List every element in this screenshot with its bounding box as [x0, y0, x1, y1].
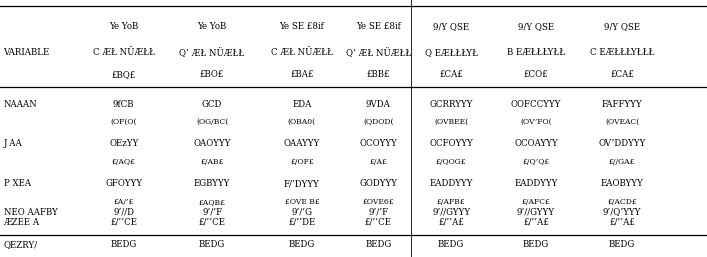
Text: GCD: GCD — [202, 99, 222, 109]
Text: £/’’CE: £/’’CE — [199, 218, 226, 227]
Text: BEDG: BEDG — [609, 240, 636, 249]
Text: BEDG: BEDG — [522, 240, 549, 249]
Text: C ÆŁ NÜÆŁŁ: C ÆŁ NÜÆŁŁ — [271, 48, 333, 57]
Text: QEZRY/: QEZRY/ — [4, 240, 37, 249]
Text: 9’/Q’YYY: 9’/Q’YYY — [603, 207, 641, 217]
Text: £/OF£: £/OF£ — [290, 158, 314, 166]
Text: 9’/’F: 9’/’F — [368, 207, 388, 217]
Text: £BQ£: £BQ£ — [112, 70, 136, 79]
Text: OCFOYYY: OCFOYYY — [429, 139, 473, 149]
Text: BEDG: BEDG — [438, 240, 464, 249]
Text: 9’//GYYY: 9’//GYYY — [432, 207, 470, 217]
Text: £CA£: £CA£ — [610, 70, 634, 79]
Text: £BA£: £BA£ — [290, 70, 314, 79]
Text: Ye SE £8if: Ye SE £8if — [279, 22, 325, 32]
Text: C EÆŁŁŁYŁŁŁ: C EÆŁŁŁYŁŁŁ — [590, 48, 655, 57]
Text: J AA: J AA — [4, 139, 23, 149]
Text: ÆZEE A: ÆZEE A — [4, 218, 40, 227]
Text: £CA£: £CA£ — [439, 70, 463, 79]
Text: GFOYYY: GFOYYY — [105, 179, 142, 188]
Text: (OVEAC(: (OVEAC( — [605, 118, 639, 126]
Text: £/’’A£: £/’’A£ — [523, 218, 549, 227]
Text: F/’DYYY: F/’DYYY — [284, 179, 320, 188]
Text: £OVE B£: £OVE B£ — [284, 198, 320, 206]
Text: NEO AAFBY: NEO AAFBY — [4, 207, 57, 217]
Text: 9/Y QSE: 9/Y QSE — [604, 22, 641, 32]
Text: £AQB£: £AQB£ — [199, 198, 226, 206]
Text: P XEA: P XEA — [4, 179, 30, 188]
Text: OEzYY: OEzYY — [109, 139, 139, 149]
Text: 9’//GYYY: 9’//GYYY — [517, 207, 555, 217]
Text: 9’/’F: 9’/’F — [202, 207, 222, 217]
Text: (OVBEE(: (OVBEE( — [434, 118, 468, 126]
Text: £/’’A£: £/’’A£ — [609, 218, 635, 227]
Text: 9VDA: 9VDA — [366, 99, 391, 109]
Text: Ye SE £8if: Ye SE £8if — [356, 22, 401, 32]
Text: £//GA£: £//GA£ — [609, 158, 636, 166]
Text: OOFCCYYY: OOFCCYYY — [510, 99, 561, 109]
Text: £A/’£: £A/’£ — [114, 198, 134, 206]
Text: 9/Y QSE: 9/Y QSE — [518, 22, 554, 32]
Text: £CO£: £CO£ — [524, 70, 548, 79]
Text: 9fCB: 9fCB — [113, 99, 134, 109]
Text: Q EÆŁŁŁYŁ: Q EÆŁŁŁYŁ — [425, 48, 477, 57]
Text: OCOYYY: OCOYYY — [359, 139, 397, 149]
Text: OCOAYYY: OCOAYYY — [514, 139, 558, 149]
Text: BEDG: BEDG — [110, 240, 137, 249]
Text: GODYYY: GODYYY — [359, 179, 397, 188]
Text: EDA: EDA — [292, 99, 312, 109]
Text: (OBA0(: (OBA0( — [288, 118, 316, 126]
Text: (OG/BC(: (OG/BC( — [196, 118, 228, 126]
Text: £/’’A£: £/’’A£ — [438, 218, 464, 227]
Text: OAOYYY: OAOYYY — [193, 139, 231, 149]
Text: £/AFB£: £/AFB£ — [437, 198, 465, 206]
Text: £/’’CE: £/’’CE — [110, 218, 137, 227]
Text: £/Q’Q£: £/Q’Q£ — [522, 158, 549, 166]
Text: £/AQ£: £/AQ£ — [112, 158, 136, 166]
Text: £BO£: £BO£ — [200, 70, 224, 79]
Text: BEDG: BEDG — [199, 240, 226, 249]
Text: NAAAN: NAAAN — [4, 99, 37, 109]
Text: EAOBYYY: EAOBYYY — [601, 179, 643, 188]
Text: C ÆŁ NÜÆŁŁ: C ÆŁ NÜÆŁŁ — [93, 48, 155, 57]
Text: £BB£: £BB£ — [366, 70, 390, 79]
Text: £OVE6£: £OVE6£ — [363, 198, 394, 206]
Text: £/AB£: £/AB£ — [200, 158, 224, 166]
Text: Ye YoB: Ye YoB — [109, 22, 139, 32]
Text: £/’’CE: £/’’CE — [365, 218, 392, 227]
Text: 9’//D: 9’//D — [113, 207, 134, 217]
Text: EADDYYY: EADDYYY — [514, 179, 558, 188]
Text: EGBYYY: EGBYYY — [194, 179, 230, 188]
Text: 9’/’G: 9’/’G — [291, 207, 312, 217]
Text: BEDG: BEDG — [365, 240, 392, 249]
Text: (OF(O(: (OF(O( — [110, 118, 137, 126]
Text: FAFFYYY: FAFFYYY — [602, 99, 643, 109]
Text: B EÆŁŁŁYŁŁ: B EÆŁŁŁYŁŁ — [507, 48, 565, 57]
Text: 9/Y QSE: 9/Y QSE — [433, 22, 469, 32]
Text: OAAYYY: OAAYYY — [284, 139, 320, 149]
Text: (QDOD(: (QDOD( — [363, 118, 394, 126]
Text: VARIABLE: VARIABLE — [4, 48, 49, 57]
Text: £/AFC£: £/AFC£ — [522, 198, 550, 206]
Text: £/QOG£: £/QOG£ — [436, 158, 467, 166]
Text: Q’ ÆŁ NÜÆŁŁ: Q’ ÆŁ NÜÆŁŁ — [346, 48, 411, 58]
Text: £/A£: £/A£ — [369, 158, 387, 166]
Text: Ye YoB: Ye YoB — [197, 22, 227, 32]
Text: EADDYYY: EADDYYY — [429, 179, 473, 188]
Text: BEDG: BEDG — [288, 240, 315, 249]
Text: £/ACD£: £/ACD£ — [607, 198, 637, 206]
Text: Q’ ÆŁ NÜÆŁŁ: Q’ ÆŁ NÜÆŁŁ — [180, 48, 245, 58]
Text: GCRRYYY: GCRRYYY — [429, 99, 473, 109]
Text: (OV’FO(: (OV’FO( — [520, 118, 551, 126]
Text: OV’DDYYY: OV’DDYYY — [598, 139, 646, 149]
Text: £/’’DE: £/’’DE — [288, 218, 315, 227]
